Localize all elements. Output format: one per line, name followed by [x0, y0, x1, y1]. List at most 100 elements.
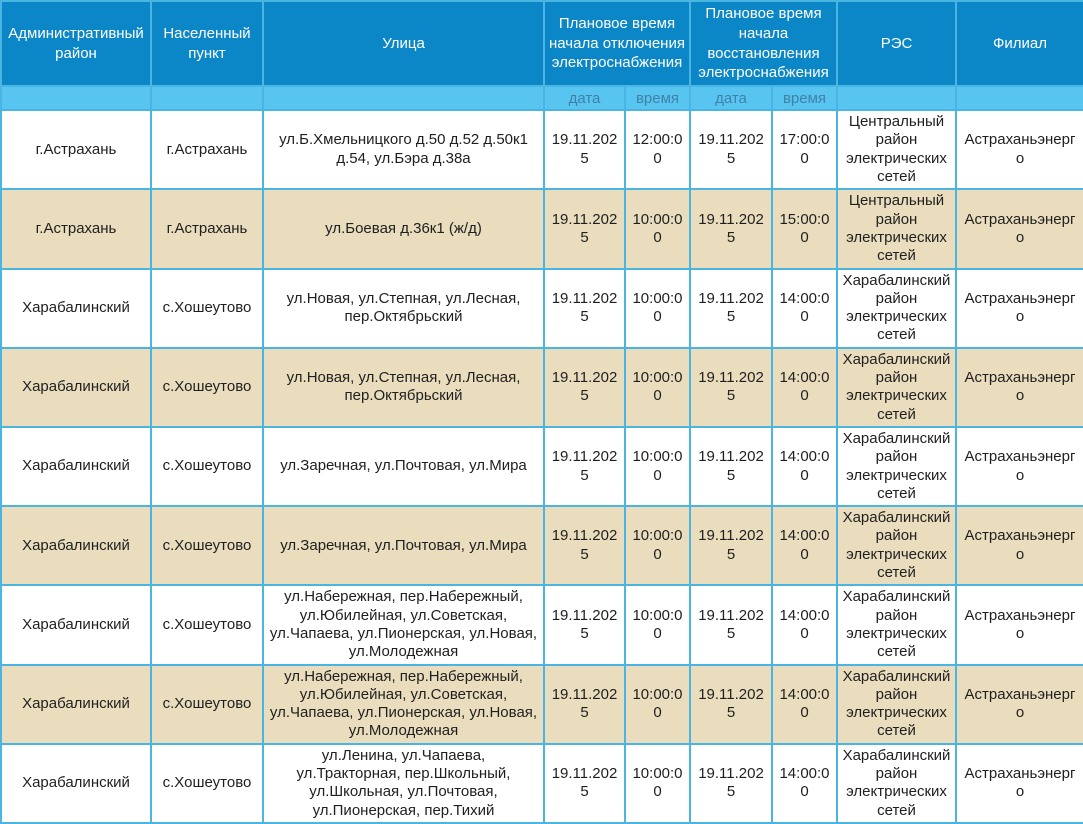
table-row: Харабалинский с.Хошеутово ул.Набережная, п… [0, 584, 1083, 666]
header-row: Административный район Населенный пункт … [0, 0, 1083, 88]
cell-streets: ул.Набережная, пер.Набережный, ул.Юбилей… [262, 663, 545, 745]
cell-settlement: г.Астрахань [150, 188, 264, 270]
subheader-outage-date: дата [543, 85, 626, 112]
cell-streets: ул.Заречная, ул.Почтовая, ул.Мира [262, 505, 545, 587]
cell-off_date: 19.11.2025 [543, 742, 626, 824]
cell-off_date: 19.11.2025 [543, 584, 626, 666]
cell-branch: Астраханьэнерго [955, 742, 1083, 824]
cell-off_date: 19.11.2025 [543, 505, 626, 587]
cell-restore_time: 14:00:00 [771, 505, 838, 587]
cell-district: Харабалинский [0, 742, 152, 824]
cell-settlement: с.Хошеутово [150, 742, 264, 824]
table-row: г.Астрахань г.Астрахань ул.Б.Хмельницкого … [0, 109, 1083, 191]
cell-res: Харабалинский район электрических сетей [836, 346, 957, 428]
cell-off_date: 19.11.2025 [543, 425, 626, 508]
cell-branch: Астраханьэнерго [955, 425, 1083, 508]
col-header-settlement: Населенный пункт [150, 0, 264, 88]
subheader-outage-time: время [624, 85, 691, 112]
cell-res: Харабалинский район электрических сетей [836, 663, 957, 745]
cell-restore_time: 14:00:00 [771, 425, 838, 508]
cell-restore_date: 19.11.2025 [689, 346, 773, 428]
table-row: Харабалинский с.Хошеутово ул.Ленина, ул.Ча… [0, 742, 1083, 824]
table-body: г.Астрахань г.Астрахань ул.Б.Хмельницкого … [0, 109, 1083, 824]
cell-off_date: 19.11.2025 [543, 188, 626, 270]
cell-restore_time: 14:00:00 [771, 584, 838, 666]
cell-restore_date: 19.11.2025 [689, 742, 773, 824]
cell-district: Харабалинский [0, 505, 152, 587]
table-row: Харабалинский с.Хошеутово ул.Заречная, ул.… [0, 505, 1083, 587]
cell-restore_date: 19.11.2025 [689, 109, 773, 191]
cell-restore_time: 14:00:00 [771, 346, 838, 428]
cell-restore_time: 14:00:00 [771, 742, 838, 824]
cell-res: Харабалинский район электрических сетей [836, 425, 957, 508]
cell-branch: Астраханьэнерго [955, 188, 1083, 270]
cell-settlement: с.Хошеутово [150, 663, 264, 745]
table-row: Харабалинский с.Хошеутово ул.Новая, ул.Сте… [0, 267, 1083, 349]
subheader-restore-date: дата [689, 85, 773, 112]
cell-off_time: 10:00:00 [624, 188, 691, 270]
cell-res: Центральный район электрических сетей [836, 109, 957, 191]
cell-restore_time: 14:00:00 [771, 267, 838, 349]
cell-off_time: 10:00:00 [624, 663, 691, 745]
table-row: Харабалинский с.Хошеутово ул.Набережная, п… [0, 663, 1083, 745]
cell-streets: ул.Боевая д.36к1 (ж/д) [262, 188, 545, 270]
cell-branch: Астраханьэнерго [955, 505, 1083, 587]
col-header-restore-start: Плановое время начала восстановления эле… [689, 0, 838, 88]
subheader-restore-time: время [771, 85, 838, 112]
cell-settlement: с.Хошеутово [150, 346, 264, 428]
col-header-branch: Филиал [955, 0, 1083, 88]
cell-off_date: 19.11.2025 [543, 663, 626, 745]
subheader-empty [955, 85, 1083, 112]
cell-off_date: 19.11.2025 [543, 109, 626, 191]
cell-off_time: 10:00:00 [624, 267, 691, 349]
cell-res: Центральный район электрических сетей [836, 188, 957, 270]
cell-settlement: с.Хошеутово [150, 584, 264, 666]
cell-streets: ул.Новая, ул.Степная, ул.Лесная, пер.Окт… [262, 346, 545, 428]
table-row: г.Астрахань г.Астрахань ул.Боевая д.36к1 (… [0, 188, 1083, 270]
col-header-res: РЭС [836, 0, 957, 88]
cell-restore_date: 19.11.2025 [689, 584, 773, 666]
col-header-streets: Улица [262, 0, 545, 88]
cell-district: Харабалинский [0, 663, 152, 745]
cell-branch: Астраханьэнерго [955, 663, 1083, 745]
cell-streets: ул.Б.Хмельницкого д.50 д.52 д.50к1 д.54,… [262, 109, 545, 191]
cell-restore_time: 15:00:00 [771, 188, 838, 270]
cell-streets: ул.Заречная, ул.Почтовая, ул.Мира [262, 425, 545, 508]
cell-res: Харабалинский район электрических сетей [836, 267, 957, 349]
table-row: Харабалинский с.Хошеутово ул.Новая, ул.Сте… [0, 346, 1083, 428]
cell-settlement: с.Хошеутово [150, 505, 264, 587]
cell-restore_date: 19.11.2025 [689, 267, 773, 349]
cell-district: Харабалинский [0, 267, 152, 349]
cell-restore_date: 19.11.2025 [689, 425, 773, 508]
cell-off_time: 10:00:00 [624, 742, 691, 824]
cell-streets: ул.Новая, ул.Степная, ул.Лесная, пер.Окт… [262, 267, 545, 349]
cell-district: Харабалинский [0, 425, 152, 508]
subheader-row: дата время дата время [0, 85, 1083, 112]
cell-streets: ул.Набережная, пер.Набережный, ул.Юбилей… [262, 584, 545, 666]
cell-branch: Астраханьэнерго [955, 584, 1083, 666]
col-header-outage-start: Плановое время начала отключения электро… [543, 0, 691, 88]
cell-district: г.Астрахань [0, 109, 152, 191]
cell-off_time: 12:00:00 [624, 109, 691, 191]
col-header-district: Административный район [0, 0, 152, 88]
subheader-empty [262, 85, 545, 112]
cell-branch: Астраханьэнерго [955, 109, 1083, 191]
cell-off_time: 10:00:00 [624, 505, 691, 587]
subheader-empty [836, 85, 957, 112]
cell-off_date: 19.11.2025 [543, 346, 626, 428]
cell-settlement: с.Хошеутово [150, 425, 264, 508]
subheader-empty [150, 85, 264, 112]
cell-res: Харабалинский район электрических сетей [836, 505, 957, 587]
cell-settlement: г.Астрахань [150, 109, 264, 191]
cell-restore_date: 19.11.2025 [689, 188, 773, 270]
cell-district: Харабалинский [0, 584, 152, 666]
cell-off_time: 10:00:00 [624, 425, 691, 508]
cell-restore_time: 14:00:00 [771, 663, 838, 745]
subheader-empty [0, 85, 152, 112]
cell-off_time: 10:00:00 [624, 584, 691, 666]
cell-restore_date: 19.11.2025 [689, 505, 773, 587]
cell-branch: Астраханьэнерго [955, 346, 1083, 428]
cell-district: г.Астрахань [0, 188, 152, 270]
table-row: Харабалинский с.Хошеутово ул.Заречная, ул.… [0, 425, 1083, 508]
